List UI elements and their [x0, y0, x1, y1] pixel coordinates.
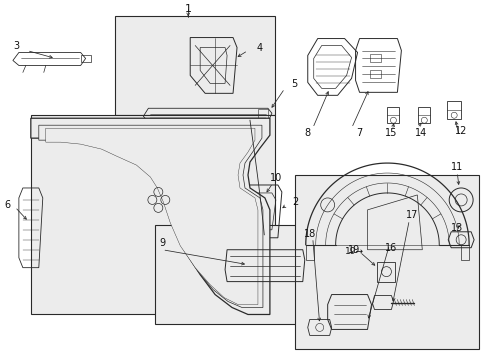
Text: 17: 17 [406, 210, 418, 220]
Text: 3: 3 [13, 41, 19, 50]
Text: 19: 19 [348, 245, 360, 255]
Text: 6: 6 [5, 200, 11, 210]
Text: 13: 13 [450, 223, 462, 233]
Text: 16: 16 [385, 243, 397, 253]
Text: 8: 8 [304, 128, 310, 138]
Text: 4: 4 [256, 42, 263, 53]
Bar [294, 175, 478, 349]
Text: 12: 12 [454, 126, 467, 136]
Bar [115, 15, 274, 115]
Bar [155, 225, 319, 324]
Text: 15: 15 [385, 128, 397, 138]
Text: 19→: 19→ [345, 247, 364, 256]
Text: 18: 18 [303, 229, 315, 239]
Text: 5: 5 [291, 79, 297, 89]
Text: 2: 2 [292, 197, 298, 207]
Text: 11: 11 [450, 162, 462, 172]
Text: 14: 14 [414, 128, 427, 138]
Bar [31, 115, 274, 315]
Text: 9: 9 [159, 238, 165, 248]
Text: 7: 7 [356, 128, 362, 138]
Text: 1: 1 [184, 4, 191, 14]
Text: 10: 10 [269, 173, 282, 183]
Polygon shape [31, 118, 269, 315]
Polygon shape [39, 125, 263, 307]
Polygon shape [46, 128, 258, 305]
